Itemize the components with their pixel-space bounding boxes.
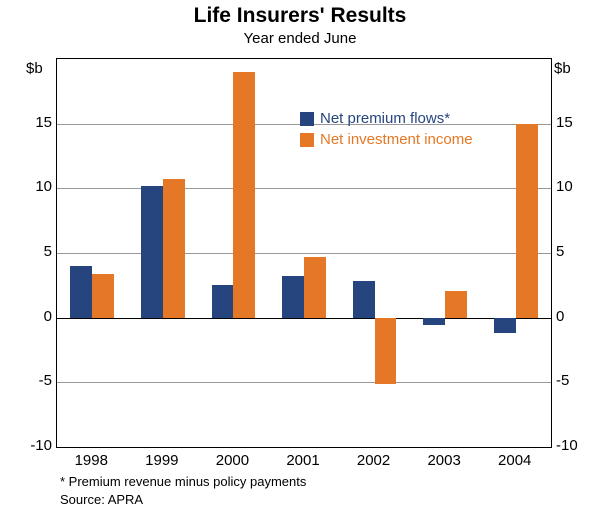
bar-net_invest — [92, 274, 114, 318]
xtick: 2001 — [286, 452, 319, 469]
bar-net_invest — [375, 318, 397, 384]
bar-net_invest — [163, 179, 185, 317]
bar-net_premium — [70, 266, 92, 318]
bar-net_invest — [516, 124, 538, 318]
gridline — [57, 318, 551, 319]
gridline — [57, 253, 551, 254]
bar-net_premium — [494, 318, 516, 334]
ytick-left: 0 — [12, 308, 52, 325]
source-text: Source: APRA — [60, 492, 143, 507]
bar-net_invest — [304, 257, 326, 318]
ytick-left: 15 — [12, 114, 52, 131]
legend-swatch — [300, 112, 314, 126]
bar-net_premium — [282, 276, 304, 317]
ytick-left: 10 — [12, 178, 52, 195]
chart-figure: Life Insurers' Results Year ended June -… — [0, 0, 600, 513]
bar-net_premium — [353, 281, 375, 317]
xtick: 2004 — [498, 452, 531, 469]
bar-net_premium — [141, 186, 163, 318]
y-unit-right: $b — [554, 60, 571, 77]
legend: Net premium flows* Net investment income — [300, 110, 473, 152]
legend-swatch — [300, 133, 314, 147]
ytick-right: 0 — [556, 308, 564, 325]
bar-net_premium — [212, 285, 234, 317]
bar-net_invest — [233, 72, 255, 318]
xtick: 1999 — [145, 452, 178, 469]
gridline — [57, 382, 551, 383]
chart-subtitle: Year ended June — [0, 30, 600, 47]
ytick-right: 15 — [556, 114, 573, 131]
gridline — [57, 188, 551, 189]
legend-label: Net premium flows* — [320, 110, 450, 127]
xtick: 2000 — [216, 452, 249, 469]
xtick: 2002 — [357, 452, 390, 469]
bar-net_invest — [445, 291, 467, 318]
footnote-text: * Premium revenue minus policy payments — [60, 474, 306, 489]
ytick-left: -5 — [12, 372, 52, 389]
legend-item: Net investment income — [300, 131, 473, 148]
xtick: 2003 — [427, 452, 460, 469]
ytick-right: 5 — [556, 243, 564, 260]
bar-net_premium — [423, 318, 445, 326]
ytick-right: -10 — [556, 437, 578, 454]
xtick: 1998 — [75, 452, 108, 469]
chart-title: Life Insurers' Results — [0, 4, 600, 28]
ytick-right: 10 — [556, 178, 573, 195]
ytick-left: -10 — [12, 437, 52, 454]
y-unit-left: $b — [26, 60, 43, 77]
ytick-right: -5 — [556, 372, 569, 389]
ytick-left: 5 — [12, 243, 52, 260]
legend-label: Net investment income — [320, 131, 473, 148]
legend-item: Net premium flows* — [300, 110, 473, 127]
